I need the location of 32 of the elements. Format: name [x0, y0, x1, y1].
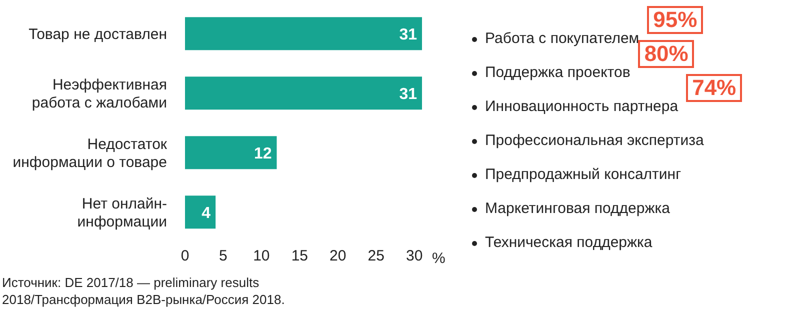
bar [185, 17, 422, 50]
x-axis-title: % [432, 250, 446, 267]
data-label: 31 [399, 26, 418, 44]
y-tick-label: Недостаток информации о товаре [12, 135, 168, 170]
data-label: 95% [647, 6, 704, 34]
x-tick-label: 30 [406, 248, 423, 265]
category-label: Предпродажный консалтинг [485, 166, 682, 183]
data-label: 4 [202, 204, 211, 222]
data-label: 31 [399, 86, 418, 103]
x-tick-label: 15 [291, 248, 308, 265]
text: 2018/Трансформация B2B-рынка/Россия 2018. [2, 291, 286, 308]
x-tick-label: 5 [219, 248, 228, 265]
text: Источник: DE 2017/18 — preliminary results [2, 274, 260, 291]
category-label: Техническая поддержка [485, 234, 652, 251]
y-tick-label: Неэффективная работа с жалобами [32, 76, 167, 111]
bar [185, 196, 216, 229]
data-label: 74% [686, 74, 742, 102]
bar [185, 136, 277, 170]
x-tick-label: 25 [368, 248, 384, 265]
category-label: Поддержка проектов [485, 64, 630, 81]
category-label: Инновационность партнера [485, 98, 678, 115]
data-label: 12 [254, 145, 272, 162]
category-label: Маркетинговая поддержка [485, 200, 670, 217]
bar [185, 76, 422, 110]
data-label: 80% [638, 40, 694, 68]
x-tick-label: 20 [330, 248, 346, 265]
y-tick-label: Товар не доставлен [28, 25, 167, 42]
y-tick-label: Нет онлайн-информации [77, 194, 168, 230]
category-label: Профессиональная экспертиза [485, 132, 704, 149]
x-tick-label: 10 [253, 248, 270, 265]
x-tick-label: 0 [180, 248, 190, 265]
category-label: Работа с покупателем [485, 30, 640, 47]
